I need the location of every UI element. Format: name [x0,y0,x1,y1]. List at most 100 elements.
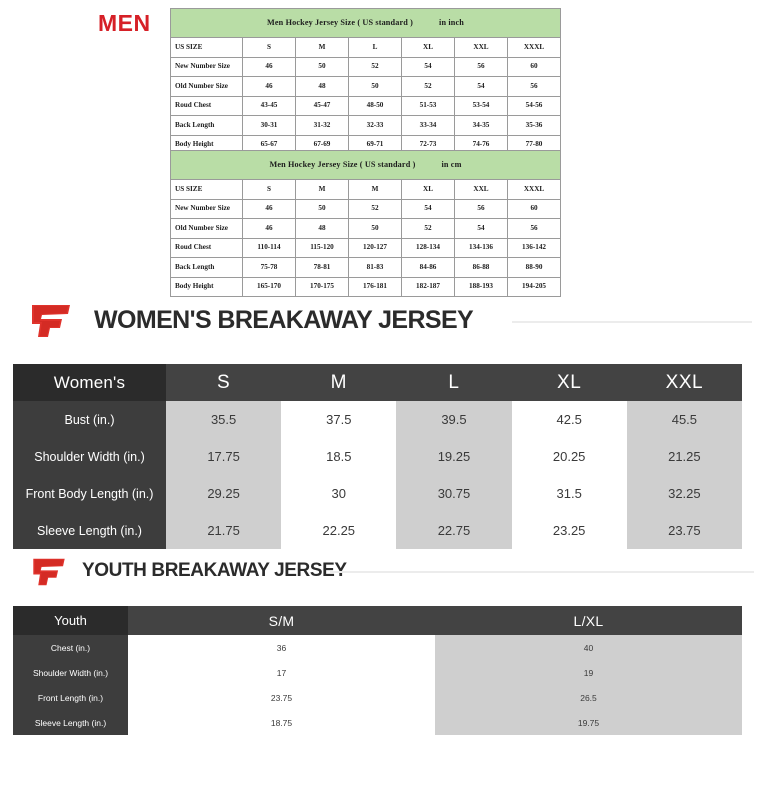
row-label: Bust (in.) [13,401,166,438]
cell-value: 78-81 [295,257,349,278]
cell-value: 17.75 [166,438,282,475]
column-header-us-size: US SIZE [170,37,243,58]
table-row: Body Height 65-67 67-69 69-71 72-73 74-7… [170,134,561,155]
cell-value: 60 [507,56,561,77]
table-corner-label: Youth [13,606,128,635]
cell-value: 56 [507,76,561,97]
cell-value: 30-31 [242,115,296,136]
cell-value: 50 [295,56,349,77]
section-divider-rule [330,571,754,573]
column-header-xxxl: XXXL [506,179,562,200]
column-header-lxl: L/XL [435,606,742,635]
column-header-m: M [295,37,349,58]
table-row: Roud Chest 43-45 45-47 48-50 51-53 53-54… [170,95,561,116]
cell-value: 54 [454,76,508,97]
table-row: Bust (in.) 35.5 37.5 39.5 42.5 45.5 [13,401,742,438]
table-row: Roud Chest 110-114 115-120 120-127 128-1… [170,237,562,258]
column-header-xxl: XXL [626,364,742,401]
men-section-title: MEN [98,10,151,36]
men-size-table-cm: Men Hockey Jersey Size ( US standard ) in… [169,150,562,297]
column-header-l: L [396,364,512,401]
men-size-table-inch: Men Hockey Jersey Size ( US standard ) in… [170,8,561,155]
fanatics-f-logo-icon [28,302,74,340]
cell-value: 52 [401,76,455,97]
column-header-xl: XL [401,179,455,200]
row-label: Shoulder Width (in.) [13,660,128,685]
column-header-s: S [242,37,296,58]
men-size-section: MEN Men Hockey Jersey Size ( US standard… [0,0,768,297]
cell-value: 32-33 [348,115,402,136]
cell-value: 35.5 [166,401,282,438]
cell-value: 188-193 [454,276,508,297]
cell-value: 33-34 [401,115,455,136]
cell-value: 23.75 [128,685,435,710]
cell-value: 21.75 [166,512,282,549]
cell-value: 86-88 [454,257,508,278]
cell-value: 170-175 [295,276,349,297]
column-header-m: M [281,364,397,401]
cell-value: 32.25 [626,475,742,512]
row-label: Back Length [170,257,243,278]
column-header-sm: S/M [128,606,435,635]
cell-value: 17 [128,660,435,685]
cell-value: 50 [348,218,402,239]
table-row: New Number Size 46 50 52 54 56 60 [170,198,562,219]
cell-value: 56 [454,56,508,77]
table-caption-row: Men Hockey Jersey Size ( US standard ) in… [169,150,562,180]
row-label: Roud Chest [170,237,243,258]
cell-value: 46 [242,198,296,219]
women-section-title: WOMEN'S BREAKAWAY JERSEY [94,306,474,334]
cell-value: 45-47 [295,95,349,116]
column-header-xxl: XXL [454,37,508,58]
cell-value: 54 [401,198,455,219]
cell-value: 37.5 [281,401,397,438]
cell-value: 35-36 [507,115,561,136]
cell-value: 110-114 [242,237,296,258]
cell-value: 56 [454,198,508,219]
table-row: Front Body Length (in.) 29.25 30 30.75 3… [13,475,742,512]
caption-text: Men Hockey Jersey Size ( US standard ) [267,17,414,27]
women-size-table: Women's S M L XL XXL Bust (in.) 35.5 37.… [13,364,742,549]
column-header-us-size: US SIZE [170,179,243,200]
men-table-caption: Men Hockey Jersey Size ( US standard ) in… [169,150,562,180]
women-section-header: WOMEN'S BREAKAWAY JERSEY [0,300,768,337]
cell-value: 56 [506,218,562,239]
column-header-s: S [166,364,282,401]
column-header-l: M [348,179,402,200]
row-label: Sleeve Length (in.) [13,710,128,735]
fanatics-f-logo-icon [30,556,68,588]
row-label: Old Number Size [170,218,243,239]
caption-unit: in cm [441,159,462,169]
cell-value: 40 [435,635,742,660]
row-label: New Number Size [170,56,243,77]
cell-value: 26.5 [435,685,742,710]
cell-value: 31-32 [295,115,349,136]
cell-value: 48 [295,76,349,97]
cell-value: 134-136 [454,237,508,258]
caption-text: Men Hockey Jersey Size ( US standard ) [269,159,416,169]
cell-value: 84-86 [401,257,455,278]
row-label: Sleeve Length (in.) [13,512,166,549]
cell-value: 18.5 [281,438,397,475]
cell-value: 42.5 [511,401,627,438]
cell-value: 31.5 [511,475,627,512]
table-header-row: Youth S/M L/XL [13,606,742,635]
cell-value: 22.25 [281,512,397,549]
cell-value: 54 [454,218,508,239]
table-row: Old Number Size 46 48 50 52 54 56 [170,76,561,97]
youth-size-table: Youth S/M L/XL Chest (in.) 36 40 Shoulde… [13,606,742,735]
table-row: Chest (in.) 36 40 [13,635,742,660]
cell-value: 34-35 [454,115,508,136]
cell-value: 120-127 [348,237,402,258]
table-row: Shoulder Width (in.) 17.75 18.5 19.25 20… [13,438,742,475]
row-label: Chest (in.) [13,635,128,660]
column-header-xl: XL [511,364,627,401]
cell-value: 115-120 [295,237,349,258]
men-table-caption: Men Hockey Jersey Size ( US standard ) in… [170,8,561,38]
cell-value: 81-83 [348,257,402,278]
cell-value: 29.25 [166,475,282,512]
section-divider-rule [512,321,752,323]
cell-value: 30 [281,475,397,512]
table-header-row: US SIZE S M M XL XXL XXXL [170,179,562,200]
cell-value: 46 [242,56,296,77]
